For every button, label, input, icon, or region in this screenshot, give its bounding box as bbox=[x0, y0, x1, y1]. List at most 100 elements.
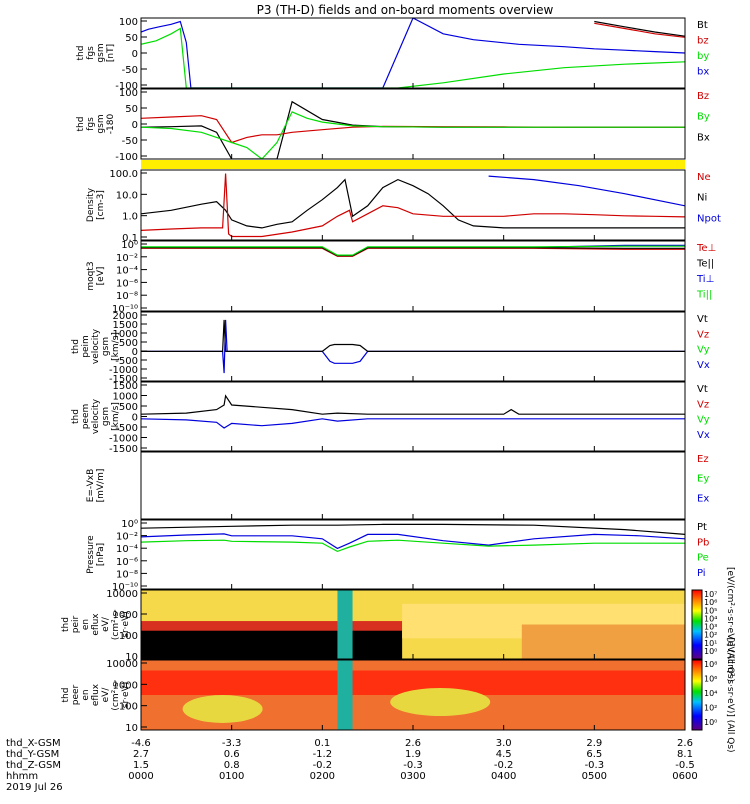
panel-frame bbox=[140, 381, 686, 452]
series-pe bbox=[141, 539, 685, 553]
series-group bbox=[141, 18, 685, 88]
panel-frame bbox=[140, 88, 686, 160]
panel-7: Ez Ey Ex E=-VxB[mV/m] bbox=[86, 451, 709, 520]
legend-entry: Bt bbox=[697, 20, 708, 31]
y-tick-label: -1500 bbox=[109, 444, 138, 455]
legend-entry: Te⊥ bbox=[696, 243, 716, 254]
legend-entry: Npot bbox=[697, 213, 721, 224]
panel-8: Pt Pb Pe Pi 10⁰ 10⁻²10⁻⁴ 10⁻⁶10⁻⁸ 10⁻¹⁰ Pressure… bbox=[86, 519, 709, 593]
panel-frame bbox=[140, 519, 686, 590]
y-tick-label: 100 bbox=[119, 631, 138, 642]
y-tick-label: -1000 bbox=[109, 365, 138, 376]
y-tick-label: 1500 bbox=[113, 381, 138, 392]
y-axis-label-line: thd bbox=[71, 339, 81, 354]
y-tick-label: 10⁻¹⁰ bbox=[112, 304, 138, 315]
y-axis-label: E=-VxB[mV/m] bbox=[86, 469, 106, 503]
y-axis-label-line: (cm²·s· bbox=[111, 609, 121, 640]
y-axis-label: thdpeirenefluxeV/(cm²·s·sr·eV) bbox=[61, 609, 131, 640]
panel-10: 10⁸ 10⁶ 10⁴ 10² 10⁰ [eV/(cm²·s·sr·eV)] (All Q… bbox=[61, 637, 735, 752]
y-tick-label: -50 bbox=[122, 136, 138, 147]
panels: Btbzbybx100500-50-100thdfgsgsm[nT]BzByBx… bbox=[61, 17, 735, 753]
y-axis-label-line: fgs bbox=[86, 46, 96, 60]
y-tick-label: 0 bbox=[132, 120, 138, 131]
y-tick-label: -1000 bbox=[109, 434, 138, 445]
y-tick-label: 10⁻² bbox=[116, 532, 138, 543]
legend-entry: Ne bbox=[697, 172, 711, 183]
y-tick-label: 1500 bbox=[113, 320, 138, 331]
y-axis-label: moqt3[eV] bbox=[86, 261, 106, 290]
y-axis-label-line: gsm bbox=[101, 337, 111, 356]
time-axis-value: 1.9 bbox=[405, 749, 421, 760]
y-tick-label: -1500 bbox=[109, 374, 138, 385]
series-bx bbox=[141, 100, 685, 159]
y-axis-label-line: [nT] bbox=[106, 44, 116, 62]
y-tick-label: 50 bbox=[125, 104, 138, 115]
y-axis-label-line: en bbox=[81, 619, 91, 630]
legend-entry: Pi bbox=[697, 568, 706, 579]
spectrogram-patch bbox=[182, 695, 263, 723]
y-axis-label: thdfgsgsm-180 bbox=[76, 114, 116, 135]
colorbar-label: [eV/(cm²·s·sr·eV)] (All Qs) bbox=[725, 567, 735, 682]
time-axis-value: -0.2 bbox=[313, 760, 333, 771]
time-axis-value: 0.6 bbox=[224, 749, 240, 760]
y-axis-label: thdpeimvelocitygsm[km/s] bbox=[71, 328, 121, 364]
series-group bbox=[141, 244, 685, 257]
y-axis-label-line: [cm-3] bbox=[96, 190, 106, 220]
y-tick-label: 10⁻¹⁰ bbox=[112, 582, 138, 593]
y-axis-label-line: velocity bbox=[91, 398, 101, 434]
y-tick-label: -50 bbox=[122, 65, 138, 76]
y-axis-label-line: Pressure bbox=[86, 535, 96, 574]
y-tick-label: 500 bbox=[119, 402, 138, 413]
time-axis-row-label: hhmm bbox=[6, 771, 38, 782]
colorbar-tick-label: 10⁴ bbox=[704, 689, 717, 698]
panel-2: Bz By Bx 100 50 0 -50 -100 thdfgsgsm-180 bbox=[76, 88, 710, 169]
spectrogram-dropout bbox=[337, 590, 353, 659]
legend-entry: Bz bbox=[697, 91, 709, 102]
y-axis-label-line: (cm²·s· bbox=[111, 679, 121, 710]
time-axis-value: 0300 bbox=[400, 771, 425, 782]
y-axis-label-line: gsm bbox=[96, 43, 106, 62]
y-axis-label-line: eflux bbox=[91, 683, 101, 706]
panel-frame bbox=[140, 451, 686, 520]
legend-entry: Pt bbox=[697, 522, 707, 533]
y-tick-label: -500 bbox=[115, 356, 138, 367]
legend-entry: Pe bbox=[697, 553, 709, 564]
y-axis-label-line: peem bbox=[81, 404, 91, 430]
time-axis-value: -3.3 bbox=[222, 738, 242, 749]
panel-frame bbox=[140, 240, 686, 312]
series-ti|| bbox=[141, 245, 685, 256]
colorbar-tick-label: 10⁶ bbox=[704, 598, 717, 607]
panel-frame bbox=[140, 17, 686, 89]
y-axis-label-line: -180 bbox=[106, 114, 116, 135]
colorbar-tick-label: 10⁵ bbox=[704, 606, 717, 615]
series-bx bbox=[141, 18, 685, 88]
y-axis-label-line: sr·eV) bbox=[121, 682, 131, 708]
y-tick-label: 100 bbox=[119, 88, 138, 99]
y-axis-label-line: fgs bbox=[86, 117, 96, 131]
y-axis-label-line: [km/s] bbox=[111, 332, 121, 361]
time-axis-row-label: thd_Y-GSM bbox=[6, 749, 59, 760]
y-axis-label-line: [mV/m] bbox=[96, 469, 106, 503]
series-npot bbox=[488, 175, 685, 207]
y-axis-label-line: thd bbox=[61, 688, 71, 703]
y-tick-label: 10⁻² bbox=[116, 253, 138, 264]
time-axis-value: -1.2 bbox=[313, 749, 333, 760]
series-group bbox=[141, 394, 685, 429]
y-axis-label-line: peim bbox=[81, 335, 91, 358]
y-tick-label: 0 bbox=[132, 49, 138, 60]
series-group bbox=[141, 523, 685, 553]
y-tick-label: 10⁰ bbox=[121, 240, 138, 251]
colorbar-tick-label: 10³ bbox=[704, 623, 717, 632]
y-tick-label: 50 bbox=[125, 33, 138, 44]
legend-entry: Vx bbox=[697, 430, 710, 441]
legend-entry: Ti⊥ bbox=[696, 274, 714, 285]
time-axis-value: 0200 bbox=[310, 771, 335, 782]
y-tick-label: 10⁻⁸ bbox=[116, 569, 138, 580]
colorbar-tick-label: 10⁶ bbox=[704, 675, 717, 684]
y-tick-label: 100 bbox=[119, 17, 138, 28]
y-axis-label-line: thd bbox=[76, 117, 86, 132]
y-tick-label: 10⁻⁴ bbox=[116, 544, 138, 555]
y-axis-label: Pressure[nPa] bbox=[86, 535, 106, 574]
